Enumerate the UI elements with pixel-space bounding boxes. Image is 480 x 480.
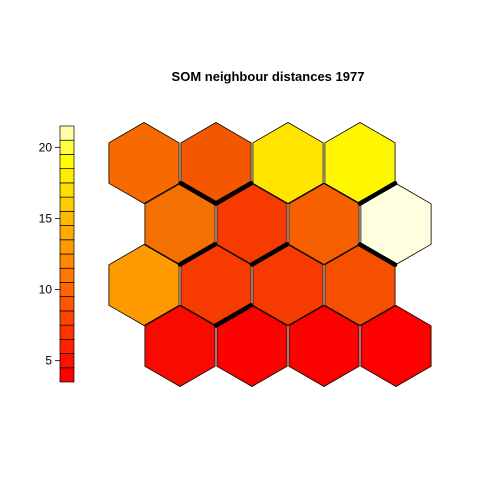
legend-swatch (59, 338, 75, 354)
legend-swatch (59, 282, 75, 298)
hex-grid (108, 122, 432, 387)
boundary-line-10 (357, 181, 398, 206)
legend-swatch (59, 367, 75, 383)
legend-swatch (59, 267, 75, 283)
color-legend: 5 10 15 20 (39, 125, 75, 383)
legend-swatch (59, 168, 75, 184)
legend-swatch (59, 182, 75, 198)
boundary-line-12 (357, 242, 398, 267)
chart-title: SOM neighbour distances 1977 (172, 69, 365, 84)
hex-cell-r1-c3 (252, 122, 324, 204)
boundary-line-4 (177, 242, 218, 267)
legend-tick-label: 15 (39, 211, 53, 225)
hex-cell-r4-c3 (288, 305, 360, 387)
legend-tick-label: 20 (39, 140, 53, 154)
legend-tick-label: 10 (39, 283, 53, 297)
legend-swatch (59, 139, 75, 155)
legend-swatch (59, 324, 75, 340)
legend-swatch (59, 239, 75, 255)
legend-swatch (59, 210, 75, 226)
legend-swatch (59, 225, 75, 241)
boundary-line-2 (178, 181, 219, 206)
legend-swatch (59, 196, 75, 212)
legend-tick-label: 5 (45, 354, 52, 368)
boundary-line-1 (213, 181, 254, 206)
boundary-line-6 (249, 242, 290, 267)
legend-swatch (59, 310, 75, 326)
legend-swatch (59, 154, 75, 170)
boundary-line-8 (213, 303, 254, 328)
legend-swatch (59, 296, 75, 312)
hex-cell-r1-c1 (108, 122, 180, 204)
hex-cell-r4-c4 (360, 305, 432, 387)
legend-swatch (59, 253, 75, 269)
boundary-lines (177, 181, 398, 328)
legend-swatch (59, 125, 75, 141)
legend-swatch (59, 353, 75, 369)
